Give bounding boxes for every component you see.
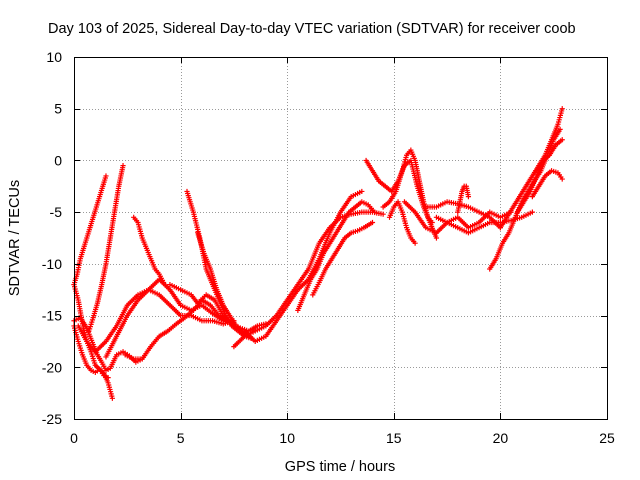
x-tick-label: 0 [70,430,78,446]
x-tick-label: 15 [386,430,402,446]
data-point [557,126,563,132]
series-sat-i [131,214,167,286]
y-tick-label: -25 [42,411,62,427]
data-point [359,188,365,195]
data-point [559,106,565,112]
x-tick-label: 5 [177,430,185,446]
x-tick-label: 20 [493,430,509,446]
data-point [109,395,115,401]
series-sat-g [103,276,237,360]
x-tick-label: 10 [279,430,295,446]
series-sat-u [423,199,503,231]
series-sat-d [71,173,109,288]
data-point [372,209,378,215]
series-sat-e [86,163,126,334]
series-sat-z [514,137,565,215]
series-sat-l [195,230,252,339]
data-series [71,106,565,401]
series-line [73,325,113,399]
x-tick-label: 25 [599,430,615,446]
y-tick-label: -5 [50,204,63,220]
y-tick-label: 0 [54,152,62,168]
series-sat-h [122,297,231,362]
axis-ticks: 0 5 10 15 20 25 -25 -20 -15 -10 -5 0 5 10 [42,49,615,446]
y-tick-label: 5 [54,101,62,117]
chart-title: Day 103 of 2025, Sidereal Day-to-day VTE… [48,21,576,37]
data-point [369,219,376,226]
series-sat-o [295,199,378,313]
data-point [559,137,565,143]
data-point [103,173,109,179]
data-point [559,176,565,182]
data-point [465,194,472,200]
series-sat-w [455,183,472,215]
data-point [429,219,435,226]
y-tick-label: 10 [46,49,62,65]
grid [74,57,607,419]
data-point [433,235,440,241]
data-point [529,209,535,215]
series-sat-v [433,209,535,236]
series-sat-p [310,219,376,298]
y-tick-label: -20 [42,359,62,375]
series-sat-m [231,209,386,350]
series-sat-s [386,199,418,246]
series-sat-n [241,188,365,345]
data-point [380,211,386,217]
series-sat-za [529,168,565,200]
data-point [120,163,126,169]
plot-frame [74,57,608,420]
y-axis-label: SDTVAR / TECUs [7,180,23,296]
y-tick-label: -15 [42,308,62,324]
series-sat-b [71,323,115,401]
x-axis-label: GPS time / hours [285,459,395,475]
data-point [412,240,418,246]
y-tick-label: -10 [42,256,62,272]
data-point [160,279,167,286]
